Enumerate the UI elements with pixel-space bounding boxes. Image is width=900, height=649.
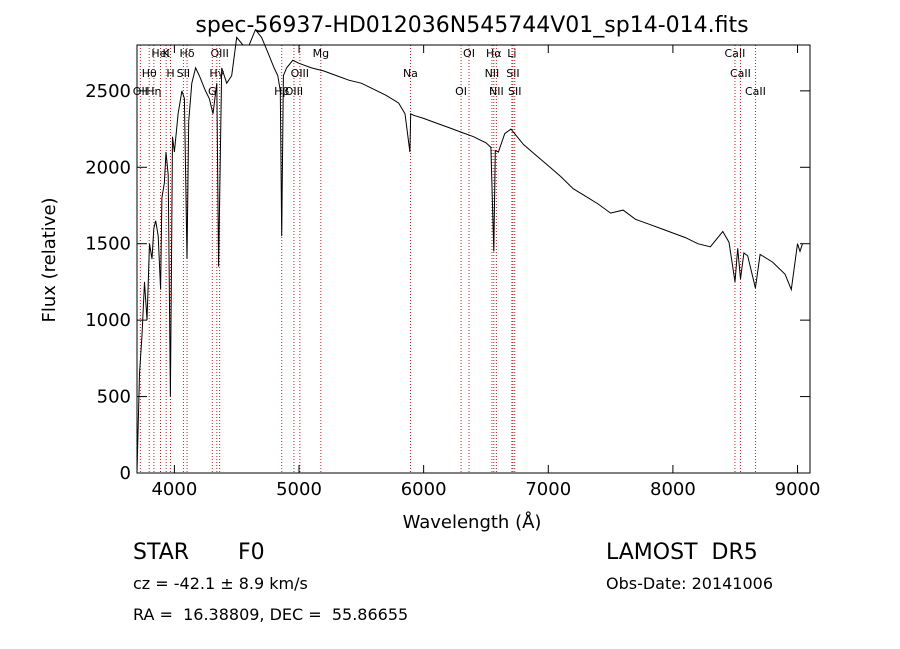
marker-label: Hη (146, 85, 161, 98)
marker-label: SII (508, 85, 521, 98)
y-tick-label: 1500 (85, 234, 131, 255)
marker-label: OIII (210, 47, 228, 60)
marker-label: OIII (291, 67, 309, 80)
marker-label: HeI (151, 47, 169, 60)
y-tick-label: 0 (120, 463, 131, 484)
x-tick-label: 5000 (276, 479, 322, 500)
marker-label: Hβ (274, 85, 289, 98)
redshift-velocity: cz = -42.1 ± 8.9 km/s (133, 574, 308, 593)
marker-label: CaII (725, 47, 746, 60)
coordinates: RA = 16.38809, DEC = 55.86655 (133, 605, 409, 624)
y-axis-label: Flux (relative) (39, 197, 60, 322)
plot-frame (136, 44, 811, 474)
x-tick-label: 4000 (151, 479, 197, 500)
spectrum-line (136, 28, 803, 474)
marker-label: K (163, 47, 171, 60)
observation-date: Obs-Date: 20141006 (606, 574, 774, 593)
marker-label: Hγ (209, 67, 224, 80)
marker-label: Hα (486, 47, 502, 60)
marker-label: Mg (313, 47, 329, 60)
x-tick-label: 9000 (775, 479, 821, 500)
chart-title: spec-56937-HD012036N545744V01_sp14-014.f… (195, 13, 748, 38)
x-tick-label: 7000 (525, 479, 571, 500)
marker-label: Li (507, 47, 516, 60)
marker-label: G (208, 85, 217, 98)
object-type: STAR (133, 540, 190, 565)
marker-label: SII (177, 67, 190, 80)
marker-label: OI (455, 85, 467, 98)
y-axis: 0 500 1000 1500 2000 2500 (85, 81, 810, 484)
x-axis-label: Wavelength (Å) (403, 511, 542, 533)
x-axis: 4000 5000 6000 7000 8000 9000 (151, 45, 820, 500)
marker-label: NII (489, 85, 504, 98)
spectral-line-markers: Hδ Hγ Hβ Hα Hθ Hη KH OII OIII OIII OIII HeI SII G Mg Na… (133, 45, 766, 473)
marker-label: NII (485, 67, 500, 80)
marker-label: Hθ (142, 67, 157, 80)
survey-name: LAMOST DR5 (606, 540, 758, 565)
marker-label: OI (463, 47, 475, 60)
marker-label: CaII (730, 67, 751, 80)
marker-label: OIII (285, 85, 303, 98)
marker-label: SII (506, 67, 519, 80)
y-tick-label: 500 (97, 387, 131, 408)
marker-label: H (166, 67, 174, 80)
x-tick-label: 8000 (650, 479, 696, 500)
y-tick-label: 2000 (85, 157, 131, 178)
marker-label: CaII (745, 85, 766, 98)
marker-label: Na (403, 67, 418, 80)
x-tick-label: 6000 (401, 479, 447, 500)
marker-label: OII (133, 85, 148, 98)
y-tick-label: 2500 (85, 81, 131, 102)
y-tick-label: 1000 (85, 310, 131, 331)
object-subclass: F0 (238, 540, 265, 565)
marker-label: Hδ (180, 47, 195, 60)
